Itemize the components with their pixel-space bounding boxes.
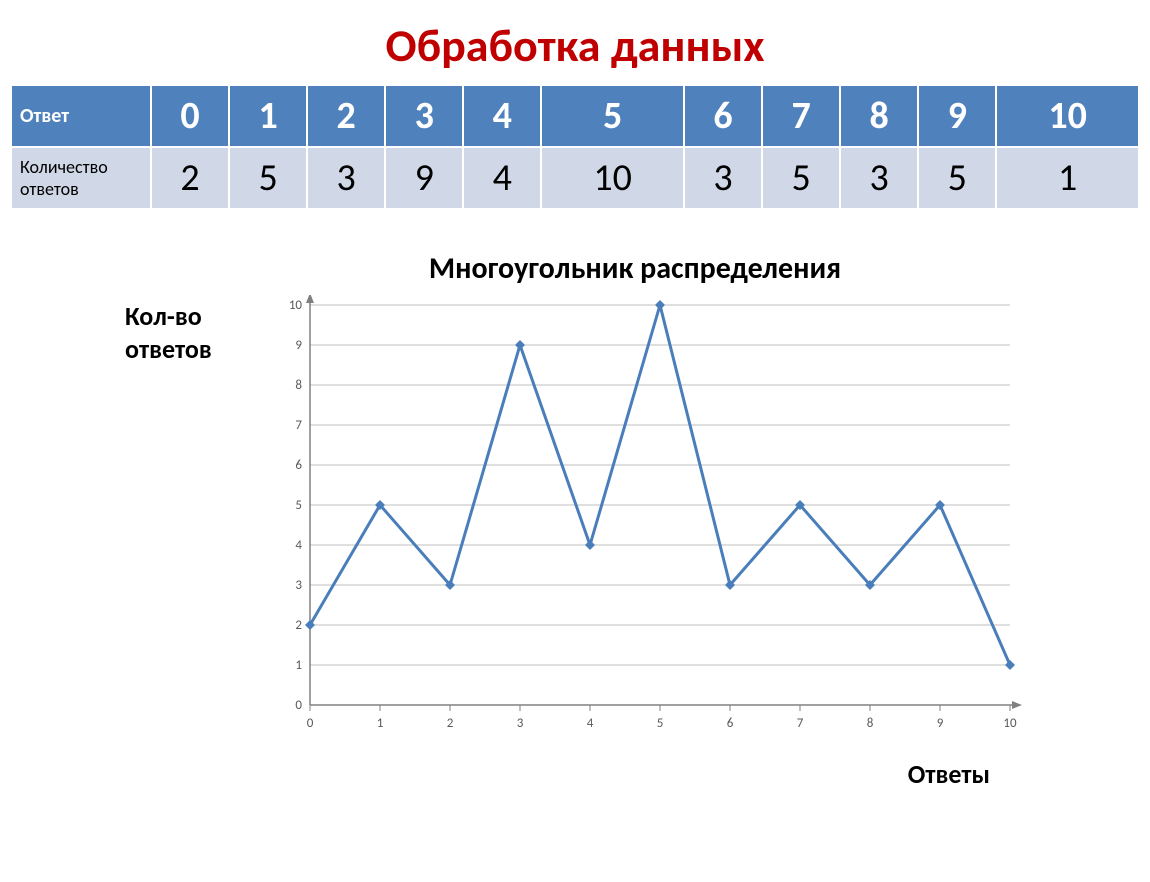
table-header-cell: 3 (385, 85, 463, 147)
table-header-row: Ответ012345678910 (11, 85, 1139, 147)
svg-text:6: 6 (727, 716, 734, 731)
table-row2-label: Количество ответов (11, 147, 151, 209)
table-header-cell: 5 (541, 85, 684, 147)
table-data-cell: 5 (762, 147, 840, 209)
table-data-row: Количество ответов253941035351 (11, 147, 1139, 209)
table-data-cell: 3 (840, 147, 918, 209)
table-header-cell: 4 (463, 85, 541, 147)
svg-text:0: 0 (295, 698, 302, 713)
line-chart: 0 1 2 3 4 5 6 7 8 9 10 0 1 2 3 4 5 6 7 8 9 10 (130, 295, 1030, 735)
table-data-cell: 2 (151, 147, 229, 209)
chart-title: Многоугольник распределения (120, 250, 1150, 287)
table-header-cell: 6 (684, 85, 762, 147)
svg-text:3: 3 (517, 716, 524, 731)
table-data-cell: 5 (918, 147, 996, 209)
table-data-cell: 3 (307, 147, 385, 209)
table-data-cell: 1 (996, 147, 1139, 209)
svg-text:10: 10 (1003, 716, 1017, 731)
svg-text:8: 8 (295, 378, 302, 393)
svg-text:4: 4 (295, 538, 302, 553)
table-header-cell: 10 (996, 85, 1139, 147)
svg-text:5: 5 (657, 716, 664, 731)
table-data-cell: 10 (541, 147, 684, 209)
table-data-cell: 9 (385, 147, 463, 209)
svg-text:2: 2 (447, 716, 454, 731)
table-row1-label: Ответ (11, 85, 151, 147)
svg-text:5: 5 (295, 498, 302, 513)
svg-text:7: 7 (797, 716, 804, 731)
svg-text:10: 10 (289, 298, 303, 313)
svg-text:8: 8 (867, 716, 874, 731)
svg-text:1: 1 (377, 716, 384, 731)
chart-container: Кол-воответов 012345678910012345678910 О… (130, 295, 1030, 735)
y-axis-label: Кол-воответов (125, 300, 212, 365)
svg-text:7: 7 (295, 418, 302, 433)
table-header-cell: 8 (840, 85, 918, 147)
table-header-cell: 9 (918, 85, 996, 147)
x-axis-label: Ответы (908, 758, 990, 790)
table-data-cell: 3 (684, 147, 762, 209)
data-table: Ответ012345678910 Количество ответов2539… (10, 84, 1140, 210)
svg-text:9: 9 (295, 338, 302, 353)
svg-text:3: 3 (295, 578, 302, 593)
svg-text:1: 1 (295, 658, 302, 673)
page-title: Обработка данных (0, 18, 1150, 74)
table-header-cell: 1 (229, 85, 307, 147)
table-data-cell: 5 (229, 147, 307, 209)
svg-text:6: 6 (295, 458, 302, 473)
table-header-cell: 7 (762, 85, 840, 147)
table-header-cell: 0 (151, 85, 229, 147)
svg-text:9: 9 (937, 716, 944, 731)
table-header-cell: 2 (307, 85, 385, 147)
svg-text:0: 0 (307, 716, 314, 731)
svg-text:4: 4 (587, 716, 594, 731)
svg-text:2: 2 (295, 618, 302, 633)
table-data-cell: 4 (463, 147, 541, 209)
